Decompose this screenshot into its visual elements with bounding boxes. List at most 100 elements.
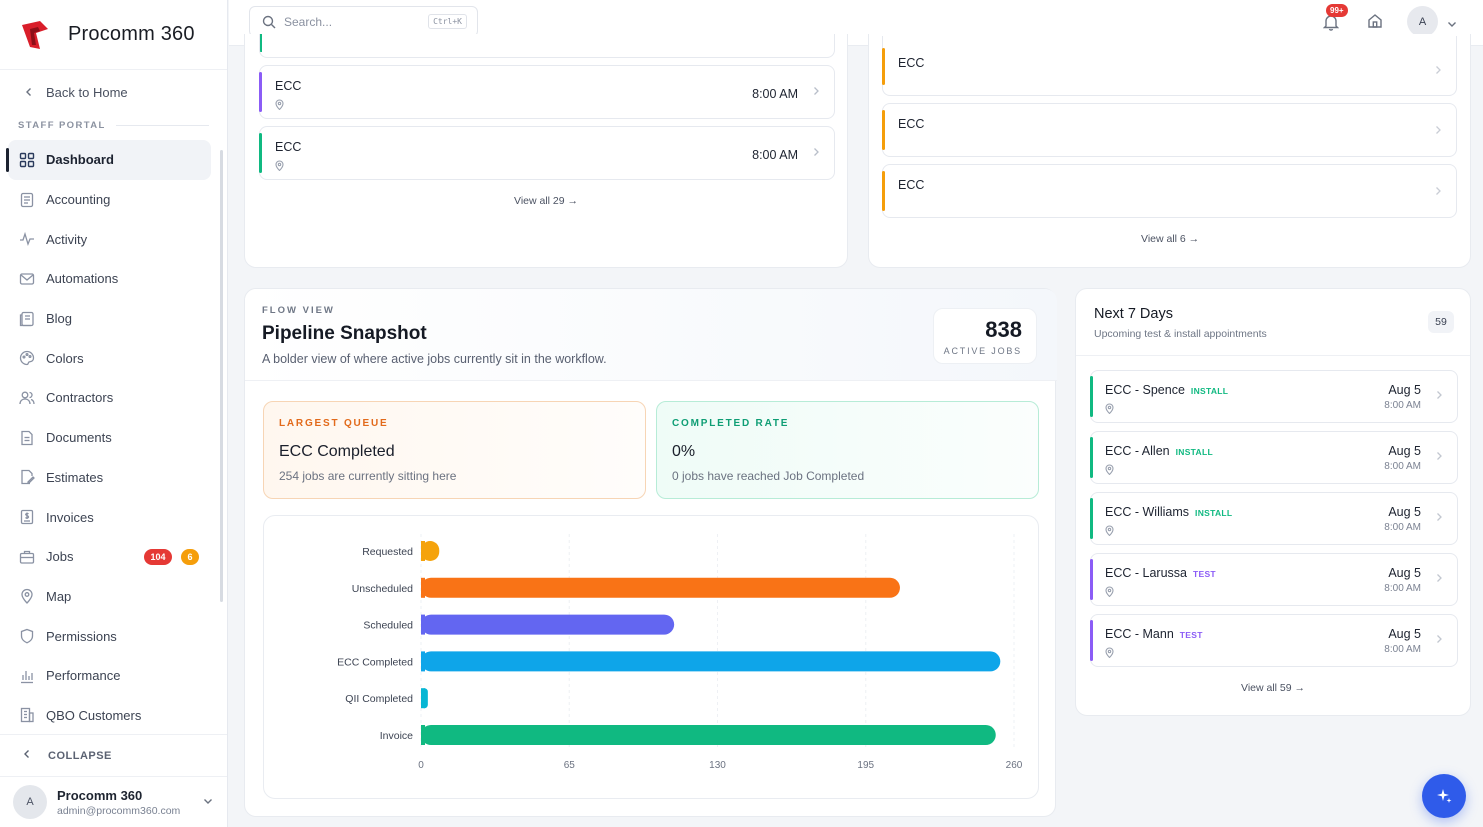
user-avatar[interactable]: A <box>1407 6 1438 37</box>
sidebar-item-map[interactable]: Map <box>0 577 227 617</box>
map-pin-icon <box>1105 524 1114 539</box>
sidebar-item-dashboard[interactable]: Dashboard <box>6 140 211 180</box>
sidebar-item-colors[interactable]: Colors <box>0 338 227 378</box>
chevron-left-icon <box>24 85 34 100</box>
sidebar-item-jobs[interactable]: Jobs 104 6 <box>0 537 227 577</box>
list-item[interactable]: ECC 8:00 AM <box>259 126 835 180</box>
sidebar-item-label: QBO Customers <box>46 707 142 723</box>
divider <box>1076 355 1470 356</box>
sidebar-item-accounting[interactable]: Accounting <box>0 180 227 220</box>
appointment-item[interactable]: ECC - Spence INSTALL Aug 5 8:00 AM <box>1090 370 1458 423</box>
map-pin-icon <box>18 587 36 605</box>
status-bar <box>882 48 885 85</box>
status-bar <box>1090 559 1093 600</box>
appointment-date: Aug 5 <box>1388 627 1421 641</box>
sidebar-item-invoices[interactable]: Invoices <box>0 497 227 537</box>
search-shortcut: Ctrl+K <box>428 14 467 29</box>
appointment-item[interactable]: ECC - Allen INSTALL Aug 5 8:00 AM <box>1090 431 1458 484</box>
largest-queue-box: LARGEST QUEUE ECC Completed 254 jobs are… <box>263 401 646 499</box>
jobs-list-card: ECC 8:00 AM ECC 8:00 AM View all 29 → <box>244 34 848 268</box>
view-all-link[interactable]: View all 29 → <box>514 195 579 207</box>
blog-icon <box>18 310 36 328</box>
appointment-item[interactable]: ECC - Mann TEST Aug 5 8:00 AM <box>1090 614 1458 667</box>
collapse-button[interactable]: COLLAPSE <box>0 734 227 776</box>
sidebar-item-label: Contractors <box>46 390 114 406</box>
sidebar-item-label: Map <box>46 588 72 604</box>
section-label: STAFF PORTAL <box>0 114 227 136</box>
sidebar-item-label: Activity <box>46 231 88 247</box>
map-pin-icon <box>1105 585 1114 600</box>
sidebar-item-documents[interactable]: Documents <box>0 418 227 458</box>
list-item[interactable]: ECC <box>882 36 1457 96</box>
pipeline-title: Pipeline Snapshot <box>262 323 427 344</box>
sidebar-item-activity[interactable]: Activity <box>0 219 227 259</box>
list-item-partial[interactable] <box>259 34 835 58</box>
chevron-right-icon <box>1435 511 1443 525</box>
appointment-time: 8:00 AM <box>1384 644 1421 655</box>
sparkle-icon <box>1435 787 1453 805</box>
x-tick-label: 195 <box>857 760 874 771</box>
sidebar-item-qbo-customers[interactable]: QBO Customers <box>0 696 227 736</box>
profile-menu[interactable]: A Procomm 360 admin@procomm360.com <box>0 776 227 827</box>
sidebar-item-label: Automations <box>46 271 119 287</box>
job-title: ECC <box>275 140 302 154</box>
map-pin-icon <box>275 98 284 113</box>
list-item[interactable]: ECC <box>882 164 1457 218</box>
appointment-item[interactable]: ECC - Larussa TEST Aug 5 8:00 AM <box>1090 553 1458 606</box>
profile-name: Procomm 360 <box>57 787 143 803</box>
chevron-left-icon <box>22 749 32 762</box>
category-label: QII Completed <box>345 693 413 705</box>
appointment-item[interactable]: ECC - Williams INSTALL Aug 5 8:00 AM <box>1090 492 1458 545</box>
category-label: Invoice <box>380 730 413 742</box>
invoice-icon <box>18 508 36 526</box>
search-input[interactable]: Search... Ctrl+K <box>249 6 478 37</box>
bar-chart-icon <box>18 667 36 685</box>
job-time: 8:00 AM <box>752 87 798 101</box>
sidebar-item-estimates[interactable]: Estimates <box>0 458 227 498</box>
pipeline-chart: 0 65 130 195 260 Requested Unscheduled Schedule… <box>263 515 1039 799</box>
pipeline-bar-chart: 0 65 130 195 260 Requested Unscheduled Schedule… <box>337 534 1023 771</box>
appointment-tag: TEST <box>1179 630 1203 640</box>
ai-assistant-button[interactable] <box>1422 774 1466 818</box>
brand[interactable]: Procomm 360 <box>0 0 227 70</box>
map-pin-icon <box>1105 646 1114 661</box>
appointment-date: Aug 5 <box>1388 505 1421 519</box>
bar-invoice <box>421 725 996 745</box>
briefcase-icon <box>18 548 36 566</box>
document-icon <box>18 429 36 447</box>
home-icon[interactable] <box>1367 13 1383 32</box>
list-item[interactable]: ECC 8:00 AM <box>259 65 835 119</box>
sidebar-item-automations[interactable]: Automations <box>0 259 227 299</box>
building-icon <box>18 706 36 724</box>
divider <box>115 124 209 126</box>
chevron-right-icon <box>1435 572 1443 586</box>
chevron-down-icon[interactable] <box>1447 17 1457 32</box>
sidebar-item-label: Jobs <box>46 549 74 565</box>
job-time: 8:00 AM <box>752 148 798 162</box>
avatar: A <box>13 785 47 819</box>
sidebar-item-label: Accounting <box>46 192 111 208</box>
sidebar-item-contractors[interactable]: Contractors <box>0 378 227 418</box>
largest-queue-note: 254 jobs are currently sitting here <box>279 469 457 483</box>
active-jobs-label: ACTIVE JOBS <box>943 346 1022 356</box>
sidebar-item-performance[interactable]: Performance <box>0 656 227 696</box>
chevron-right-icon <box>1435 389 1443 403</box>
list-item[interactable]: ECC <box>882 103 1457 157</box>
view-all-link[interactable]: View all 59 → <box>1241 682 1306 694</box>
pipeline-snapshot-card: FLOW VIEW Pipeline Snapshot A bolder vie… <box>244 288 1057 817</box>
next7-title: Next 7 Days <box>1094 306 1173 322</box>
view-all-link[interactable]: View all 6 → <box>1141 233 1200 245</box>
x-tick-label: 130 <box>709 760 726 771</box>
dashboard-icon <box>18 151 36 169</box>
x-tick-label: 65 <box>564 760 576 771</box>
sidebar-item-permissions[interactable]: Permissions <box>0 616 227 656</box>
sidebar-item-blog[interactable]: Blog <box>0 299 227 339</box>
palette-icon <box>18 349 36 367</box>
appointment-name: ECC - Mann <box>1105 627 1174 641</box>
next7-subtitle: Upcoming test & install appointments <box>1094 328 1267 340</box>
chevron-right-icon <box>1434 64 1442 78</box>
bar-base <box>421 577 425 598</box>
back-to-home-link[interactable]: Back to Home <box>0 70 227 114</box>
status-bar <box>882 171 885 211</box>
sidebar-scrollbar[interactable] <box>220 150 223 602</box>
